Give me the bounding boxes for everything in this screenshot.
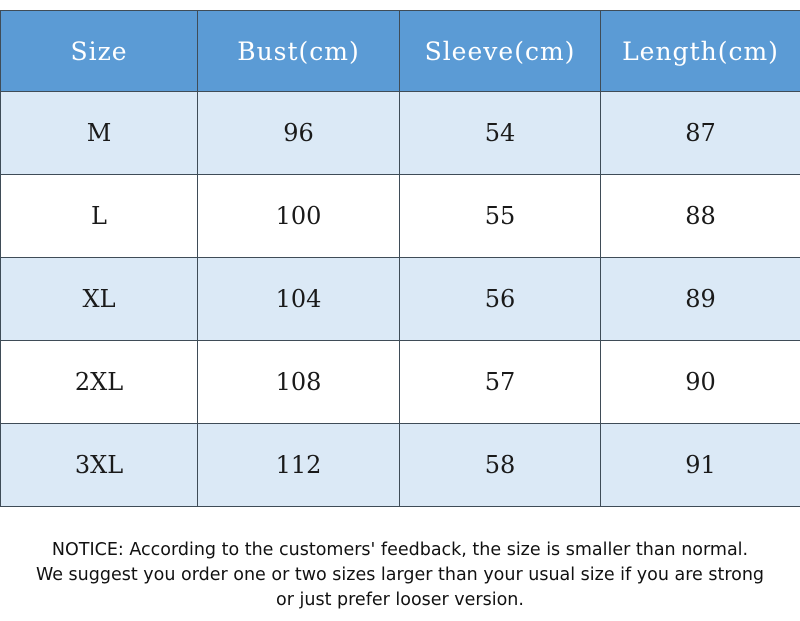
cell-size: XL: [0, 257, 198, 341]
cell-bust: 112: [197, 423, 400, 507]
header-row: Size Bust(cm) Sleeve(cm) Length(cm): [0, 10, 800, 92]
cell-bust: 96: [197, 91, 400, 175]
cell-length: 89: [600, 257, 800, 341]
header-size: Size: [0, 10, 198, 92]
cell-sleeve: 58: [399, 423, 601, 507]
notice-line-2: We suggest you order one or two sizes la…: [35, 565, 765, 585]
cell-sleeve: 57: [399, 340, 601, 424]
size-chart-table: Size Bust(cm) Sleeve(cm) Length(cm) M 96…: [0, 10, 800, 507]
table-row: 3XL 112 58 91: [0, 423, 800, 507]
cell-size: L: [0, 174, 198, 258]
cell-size: 3XL: [0, 423, 198, 507]
cell-length: 91: [600, 423, 800, 507]
table-row: M 96 54 87: [0, 91, 800, 175]
header-sleeve: Sleeve(cm): [399, 10, 601, 92]
notice-line-1: NOTICE: According to the customers' feed…: [51, 540, 749, 560]
size-notice: NOTICE: According to the customers' feed…: [0, 538, 800, 613]
cell-bust: 108: [197, 340, 400, 424]
table-row: 2XL 108 57 90: [0, 340, 800, 424]
cell-size: M: [0, 91, 198, 175]
size-chart-header: Size Bust(cm) Sleeve(cm) Length(cm): [0, 10, 800, 92]
cell-sleeve: 55: [399, 174, 601, 258]
table-row: XL 104 56 89: [0, 257, 800, 341]
cell-length: 90: [600, 340, 800, 424]
cell-length: 87: [600, 91, 800, 175]
notice-line-3: or just prefer looser version.: [276, 590, 524, 610]
cell-sleeve: 54: [399, 91, 601, 175]
header-bust: Bust(cm): [197, 10, 400, 92]
cell-bust: 100: [197, 174, 400, 258]
cell-sleeve: 56: [399, 257, 601, 341]
size-chart-body: M 96 54 87 L 100 55 88 XL 104 56 89 2XL …: [0, 91, 800, 507]
cell-length: 88: [600, 174, 800, 258]
table-row: L 100 55 88: [0, 174, 800, 258]
cell-size: 2XL: [0, 340, 198, 424]
cell-bust: 104: [197, 257, 400, 341]
header-length: Length(cm): [600, 10, 800, 92]
